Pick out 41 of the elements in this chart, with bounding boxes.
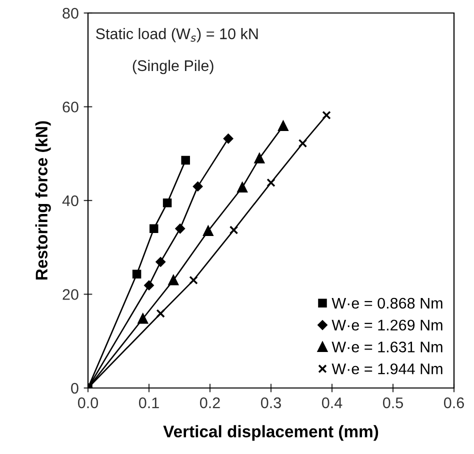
point — [254, 153, 264, 164]
y-tick-label: 0 — [71, 382, 78, 394]
x-axis-title: Vertical displacement (mm) — [163, 425, 378, 441]
x-tick-label: 0.2 — [200, 397, 220, 408]
legend-label: W·e = 1.269 Nm — [332, 320, 442, 331]
x-tick-label: 0.4 — [322, 397, 342, 408]
point — [229, 226, 238, 234]
y-tick-label: 80 — [62, 8, 78, 19]
y-tick-label: 20 — [62, 289, 78, 300]
point — [138, 314, 148, 324]
point — [175, 224, 185, 234]
legend-label: W·e = 0.868 Nm — [332, 298, 442, 309]
point — [192, 182, 203, 192]
point — [189, 276, 198, 285]
legend-label: W·e = 1.944 Nm — [332, 363, 442, 374]
x-tick-label: 0.5 — [382, 397, 403, 408]
y-axis-title: Restoring force (kN) — [35, 121, 51, 280]
legend-label: W·e = 1.631 Nm — [332, 342, 442, 352]
point — [223, 134, 234, 144]
point — [298, 138, 308, 148]
y-tick-label: 60 — [62, 102, 78, 112]
point — [181, 156, 190, 165]
point — [322, 110, 331, 120]
point — [156, 309, 165, 318]
point — [203, 226, 214, 236]
y-tick-label: 40 — [62, 195, 78, 206]
point — [278, 120, 288, 132]
point — [266, 178, 276, 188]
point — [237, 182, 248, 192]
point — [162, 198, 172, 208]
annotation: Static load (W$_{s}$) = 10 kN — [96, 28, 258, 42]
x-tick-label: 0.3 — [260, 397, 281, 408]
point — [132, 270, 142, 278]
x-tick-label: 0.1 — [138, 397, 159, 408]
x-tick-label: 0.6 — [444, 397, 464, 408]
point — [150, 224, 158, 233]
point — [144, 280, 154, 290]
annotation: (Single Pile) — [132, 60, 214, 74]
x-tick-label: 0.0 — [78, 397, 98, 408]
point — [168, 275, 178, 286]
point — [156, 257, 166, 267]
